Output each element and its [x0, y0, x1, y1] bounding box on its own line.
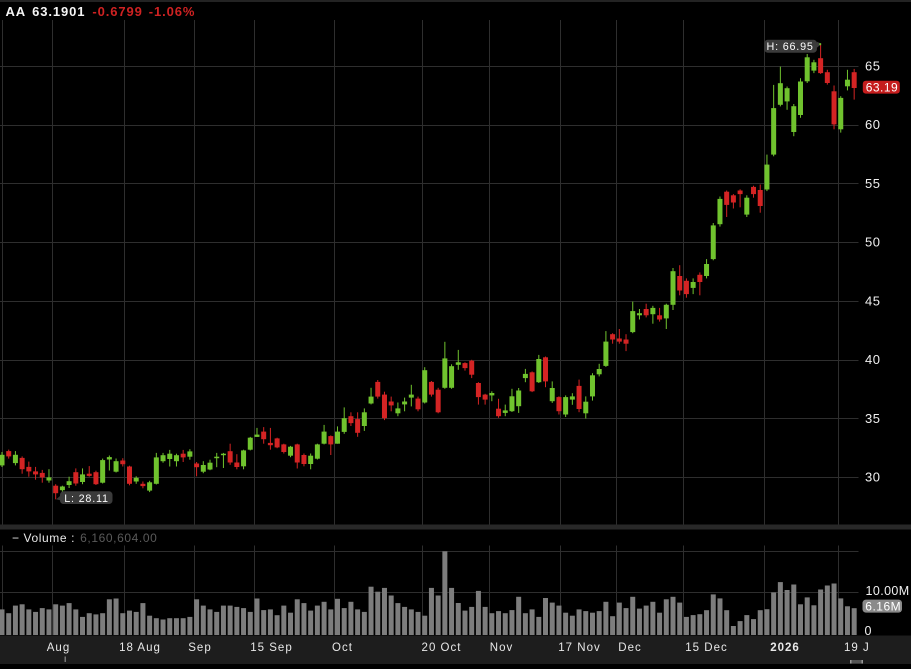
svg-text:17 Nov: 17 Nov [558, 642, 600, 654]
svg-text:35: 35 [865, 411, 880, 426]
svg-text:Oct: Oct [332, 642, 353, 654]
svg-text:50: 50 [865, 235, 880, 250]
svg-text:Sep: Sep [188, 642, 211, 654]
svg-text:Dec: Dec [618, 642, 641, 654]
svg-text:H: 66.95: H: 66.95 [767, 41, 814, 53]
svg-text:40: 40 [865, 352, 880, 367]
svg-text:30: 30 [865, 470, 880, 485]
svg-text:15 Dec: 15 Dec [685, 642, 727, 654]
svg-text:2026: 2026 [770, 642, 800, 654]
svg-text:63.19: 63.19 [866, 81, 898, 95]
svg-text:0: 0 [865, 624, 872, 638]
svg-text:20 Oct: 20 Oct [422, 642, 462, 654]
svg-text:6.16M: 6.16M [865, 600, 901, 614]
svg-text:55: 55 [865, 176, 880, 191]
svg-text:45: 45 [865, 293, 880, 308]
svg-text:19 Jan: 19 Jan [844, 642, 885, 654]
svg-text:Nov: Nov [490, 642, 513, 654]
svg-text:− Volume:6,160,604.00: − Volume:6,160,604.00 [12, 531, 157, 545]
svg-text:18 Aug: 18 Aug [119, 642, 161, 654]
svg-text:L: 28.11: L: 28.11 [64, 493, 109, 505]
svg-text:65: 65 [865, 59, 880, 74]
svg-text:60: 60 [865, 117, 880, 132]
svg-text:15 Sep: 15 Sep [250, 642, 292, 654]
svg-text:Aug: Aug [47, 642, 70, 654]
svg-text:10.00M: 10.00M [866, 584, 910, 598]
